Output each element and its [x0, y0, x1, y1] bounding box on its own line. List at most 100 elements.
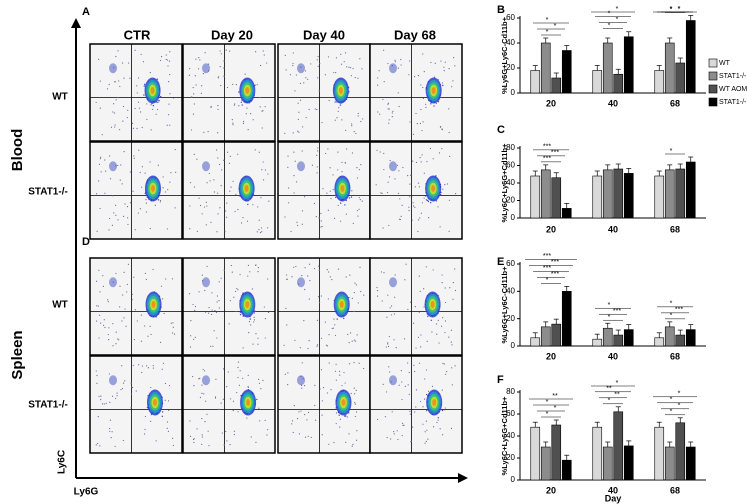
event-dot: [401, 422, 404, 425]
event-dot: [362, 367, 365, 370]
event-dot: [330, 198, 332, 200]
event-dot: [287, 166, 289, 168]
event-dot: [418, 275, 420, 277]
event-dot: [350, 195, 353, 197]
event-dot: [232, 83, 234, 85]
event-dot: [259, 64, 262, 67]
bar: [654, 175, 665, 219]
event-dot: [343, 371, 345, 374]
event-dot: [394, 274, 396, 276]
event-dot: [95, 193, 98, 195]
event-dot: [348, 363, 351, 365]
event-dot: [220, 53, 222, 55]
event-dot: [201, 384, 203, 386]
event-dot: [297, 102, 299, 104]
event-dot: [334, 334, 337, 337]
event-dot: [259, 106, 261, 108]
event-dot: [198, 291, 200, 293]
event-dot: [131, 386, 134, 389]
event-dot: [298, 411, 300, 413]
event-dot: [221, 169, 223, 171]
event-dot: [424, 442, 426, 444]
event-dot: [100, 171, 102, 173]
event-dot: [131, 293, 133, 295]
bar: [623, 173, 634, 219]
event-dot: [427, 438, 429, 440]
x-tick-label: 40: [608, 351, 618, 361]
event-dot: [112, 111, 114, 113]
event-dot: [249, 318, 251, 320]
event-dot: [252, 204, 254, 206]
event-dot: [141, 371, 143, 374]
event-dot: [414, 370, 416, 373]
event-dot: [143, 85, 146, 87]
event-dot: [381, 192, 383, 194]
significance-label: **: [614, 392, 620, 399]
event-dot: [391, 411, 393, 413]
event-dot: [428, 217, 430, 219]
event-dot: [159, 201, 161, 203]
event-dot: [210, 105, 212, 108]
event-dot: [257, 267, 259, 269]
event-dot: [112, 323, 114, 325]
event-dot: [167, 65, 169, 67]
event-dot: [293, 151, 295, 153]
event-dot: [113, 103, 115, 105]
minor-population: [202, 375, 210, 386]
event-dot: [400, 58, 402, 61]
event-dot: [425, 393, 428, 396]
event-dot: [299, 99, 302, 101]
event-dot: [425, 199, 428, 201]
event-dot: [287, 384, 289, 386]
event-dot: [242, 377, 244, 379]
event-dot: [242, 347, 244, 349]
density-core: [245, 87, 250, 94]
event-dot: [319, 63, 321, 65]
significance-label: *: [546, 17, 549, 24]
density-core: [339, 301, 344, 308]
flow-plot: [369, 355, 463, 454]
event-dot: [422, 86, 424, 89]
significance-label: *: [616, 17, 619, 24]
event-dot: [361, 68, 363, 70]
event-dot: [206, 182, 208, 184]
event-dot: [255, 264, 257, 267]
event-dot: [339, 426, 341, 428]
event-dot: [293, 266, 295, 268]
row-label: STAT1-/-: [28, 400, 68, 411]
event-dot: [99, 291, 101, 293]
event-dot: [130, 393, 133, 395]
event-dot: [394, 61, 396, 63]
event-dot: [315, 419, 317, 421]
event-dot: [172, 437, 174, 439]
event-dot: [152, 104, 155, 107]
event-dot: [334, 370, 337, 372]
event-dot: [115, 272, 117, 275]
event-dot: [225, 430, 227, 433]
event-dot: [203, 370, 206, 372]
event-dot: [301, 362, 303, 364]
minor-population: [297, 277, 305, 288]
event-dot: [451, 384, 453, 386]
bar: [623, 445, 634, 481]
event-dot: [132, 364, 134, 367]
bar: [530, 426, 541, 481]
event-dot: [231, 118, 233, 121]
event-dot: [99, 445, 101, 447]
density-core: [150, 87, 155, 94]
event-dot: [412, 133, 415, 135]
event-dot: [295, 74, 298, 76]
event-dot: [354, 393, 356, 395]
event-dot: [168, 114, 170, 116]
event-dot: [247, 264, 250, 267]
bar: [530, 337, 541, 347]
event-dot: [229, 398, 232, 400]
event-dot: [434, 62, 436, 64]
event-dot: [382, 383, 384, 385]
event-dot: [438, 152, 441, 154]
y-axis-label: %Ly6G+Ly6C-Cd11b+: [500, 16, 509, 94]
event-dot: [123, 271, 125, 273]
y-tick-label: 40: [506, 286, 515, 295]
y-axis-label: %Ly6C+Ly6G+Cd11b+: [500, 143, 509, 222]
event-dot: [170, 172, 172, 174]
